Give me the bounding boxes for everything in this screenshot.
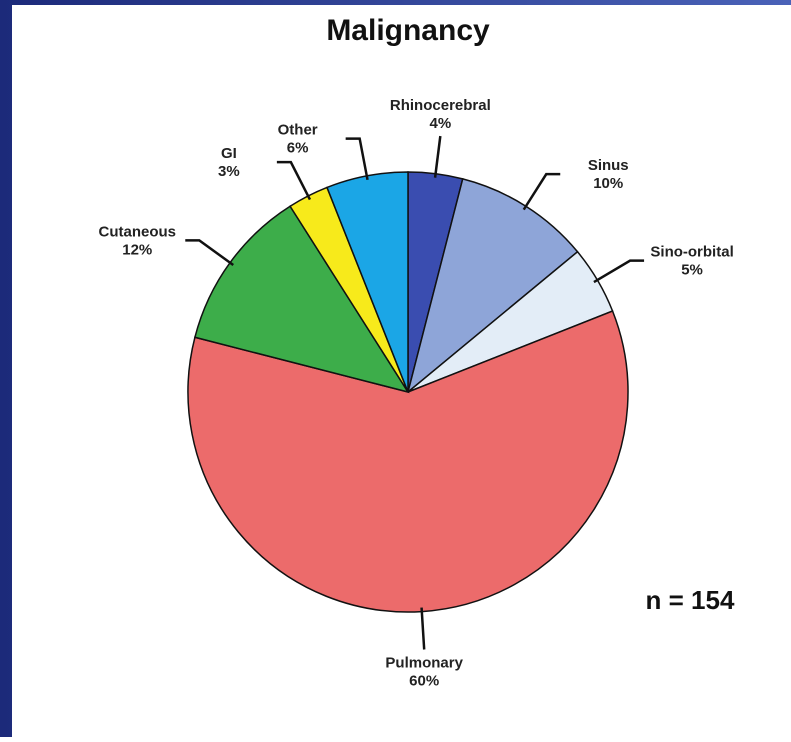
slice-label: Sinus: [588, 157, 629, 174]
leader-line: [420, 607, 426, 650]
slice-value-label: 4%: [429, 115, 451, 132]
annotation: n = 154: [646, 585, 735, 615]
slice-label: GI: [221, 145, 237, 162]
leader-line: [276, 160, 312, 201]
leader-line: [345, 137, 369, 181]
slice-label: Other: [278, 122, 318, 139]
slice-value-label: 60%: [409, 672, 439, 689]
slice-label: Sino-orbital: [650, 244, 733, 261]
leader-line: [185, 239, 234, 267]
chart-title: Malignancy: [326, 14, 490, 47]
slice-value-label: 12%: [122, 241, 152, 258]
leader-line: [522, 172, 561, 211]
leader-line: [433, 135, 442, 178]
slice-label: Pulmonary: [385, 654, 463, 671]
leader-line: [593, 259, 645, 284]
slice-value-label: 3%: [218, 163, 240, 180]
slice-label: Cutaneous: [99, 223, 177, 240]
slice-value-label: 5%: [681, 262, 703, 279]
slice-label: Rhinocerebral: [390, 97, 491, 114]
slice-value-label: 6%: [287, 140, 309, 157]
slice-value-label: 10%: [593, 175, 623, 192]
